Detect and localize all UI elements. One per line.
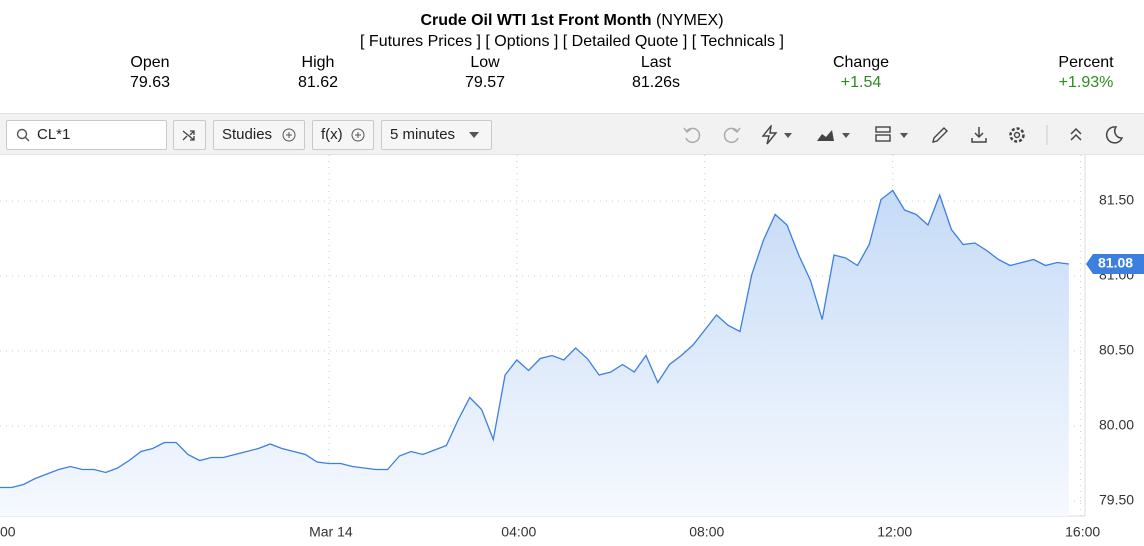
shuffle-icon: [182, 130, 195, 141]
toolbar: CL*1 Studies f(x) 5 minutes: [0, 113, 1144, 155]
y-tick-label: 79.50: [1099, 492, 1134, 508]
stat-value: +1.54: [840, 74, 882, 91]
y-tick-label: 80.50: [1099, 342, 1134, 358]
stat-label: Change: [832, 54, 890, 71]
stat: Last 81.26s: [586, 53, 726, 93]
separator: [1046, 125, 1048, 145]
stat-value: 81.26s: [631, 74, 681, 91]
price-tag-label: 81.08: [1098, 255, 1133, 271]
compare-button[interactable]: [173, 120, 206, 150]
symbol: CL*1: [37, 126, 71, 143]
stat-value: +1.93%: [1058, 74, 1114, 91]
y-tick-label: 80.00: [1099, 417, 1134, 433]
price-line: [0, 189, 1069, 489]
stat: High 81.62: [248, 53, 388, 93]
stat-label: Low: [470, 54, 500, 71]
stat-label: High: [301, 54, 335, 71]
draw-icon[interactable]: [930, 125, 950, 145]
stat-value: 79.63: [129, 74, 171, 91]
fx-button[interactable]: f(x): [312, 120, 374, 150]
links: [ Futures Prices ] [ Options ] [ Detaile…: [0, 33, 1144, 51]
x-tick-label: 08:00: [689, 524, 724, 540]
caret: [469, 132, 479, 138]
undo-icon[interactable]: [682, 125, 702, 145]
quote-header: Crude Oil WTI 1st Front Month (NYMEX) [ …: [0, 0, 1144, 100]
stat: Low 79.57: [415, 53, 555, 93]
display-menu[interactable]: [874, 125, 912, 145]
stat-label: Last: [640, 54, 672, 71]
y-tick-label: 81.50: [1099, 192, 1134, 208]
interval-select[interactable]: 5 minutes: [381, 120, 492, 150]
price-tag: [1086, 254, 1144, 274]
stat-label: Percent: [1058, 54, 1114, 71]
x-tick-label: 16:00: [1065, 524, 1100, 540]
x-tick-label: Mar 14: [309, 524, 353, 540]
x-tick-label: 04:00: [501, 524, 536, 540]
stat-label: Open: [130, 54, 170, 71]
link[interactable]: [ Futures Prices ]: [360, 33, 481, 50]
stat: Change +1.54: [791, 53, 931, 93]
instrument: Crude Oil WTI 1st Front Month: [420, 12, 652, 29]
download-icon[interactable]: [969, 125, 989, 145]
chart-type-menu[interactable]: [816, 125, 854, 145]
title: Crude Oil WTI 1st Front Month (NYMEX): [0, 12, 1144, 30]
stat-value: 79.57: [464, 74, 506, 91]
stat: Open 79.63: [80, 53, 220, 93]
settings-icon[interactable]: [1007, 125, 1027, 145]
events-menu[interactable]: [760, 125, 796, 145]
plus-icon: [351, 128, 365, 142]
theme-icon[interactable]: [1104, 125, 1124, 145]
symbol-search[interactable]: CL*1: [6, 120, 167, 150]
button-label: f(x): [321, 126, 343, 143]
search-icon: [16, 128, 30, 142]
collapse-icon[interactable]: [1066, 125, 1086, 145]
x-tick-label: 12:00: [877, 524, 912, 540]
stat-value: 81.62: [297, 74, 339, 91]
exchange: (NYMEX): [655, 12, 724, 29]
redo-icon[interactable]: [722, 125, 742, 145]
plus-icon: [282, 128, 296, 142]
studies-button[interactable]: Studies: [213, 120, 305, 150]
stat: Percent +1.93%: [1016, 53, 1144, 93]
link[interactable]: [ Technicals ]: [691, 33, 784, 50]
button-label: 5 minutes: [390, 126, 456, 143]
link[interactable]: [ Detailed Quote ]: [562, 33, 688, 50]
x-tick-label: 00: [0, 524, 16, 540]
area: [0, 190, 1069, 516]
link[interactable]: [ Options ]: [485, 33, 559, 50]
button-label: Studies: [222, 126, 273, 143]
